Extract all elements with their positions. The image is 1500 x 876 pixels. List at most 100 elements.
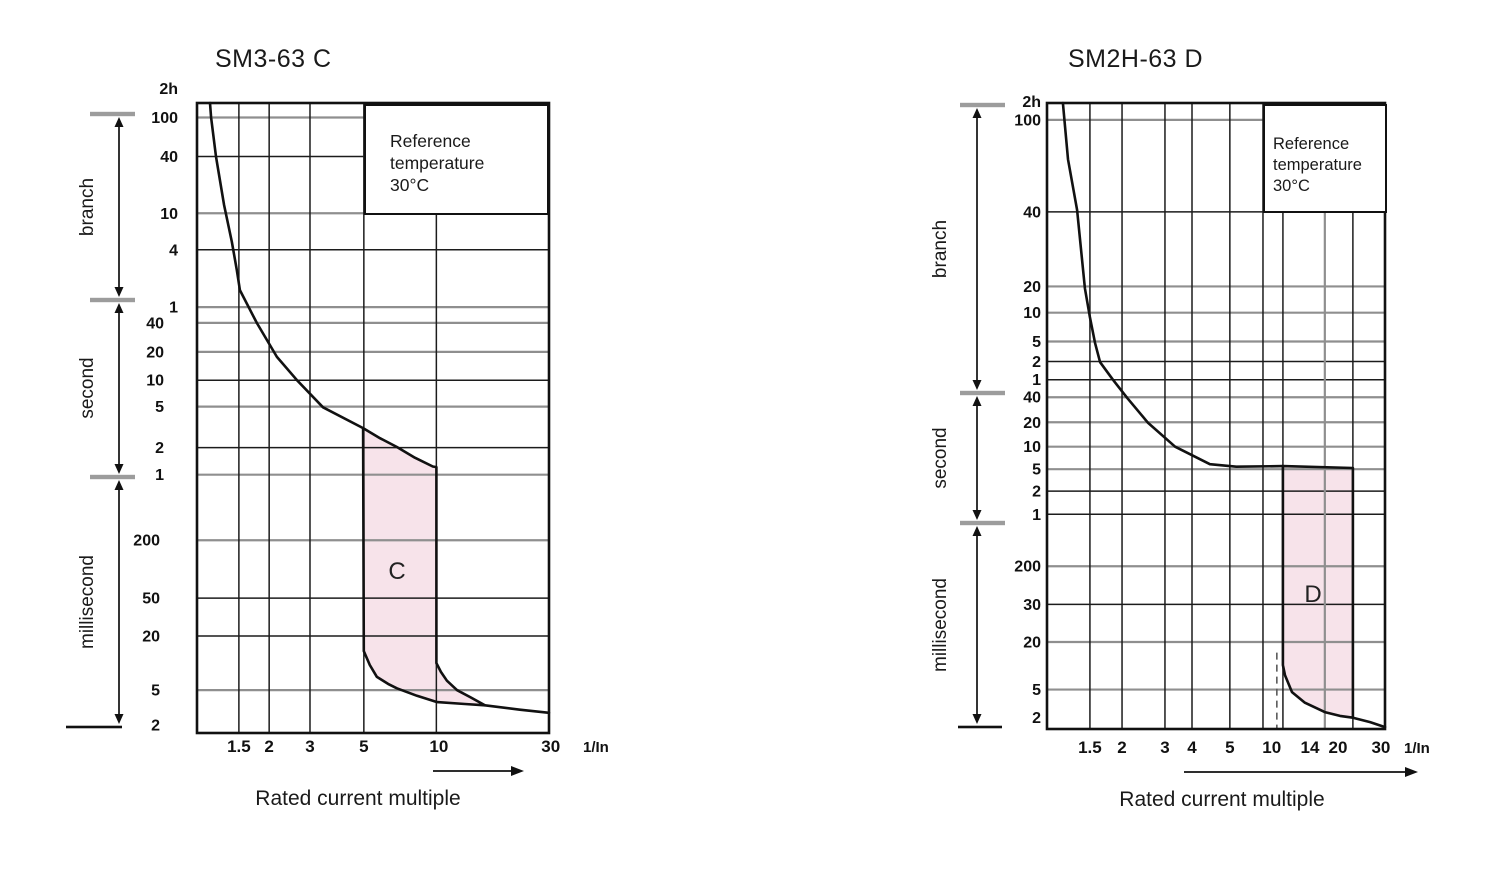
x-tick-label: 30 [1371, 738, 1390, 757]
x-tick-label: 2 [264, 737, 273, 756]
arrow-up-icon [972, 108, 982, 118]
trip-curve-plot: 100 40 10 4 1 40 20 10 5 2 1 200 50 20 5 2 2h 1.5 2 3 5 10 30 1… [66, 81, 609, 776]
y-tick-label: 20 [1023, 634, 1041, 651]
arrow-down-icon [972, 380, 982, 390]
reference-note-line: temperature [390, 153, 485, 173]
y-tick-label: 100 [1014, 112, 1041, 129]
reference-note: Reference temperature 30°C [364, 104, 549, 215]
time-section-tick [960, 390, 1005, 396]
y-tick-label: 40 [1023, 390, 1041, 407]
y-tick-label: 2 [1032, 484, 1041, 501]
chart-title: SM3-63 C [215, 45, 332, 73]
y-tick-label: 5 [151, 683, 160, 700]
reference-note-line: 30°C [390, 175, 430, 195]
time-axis-end-tick [958, 725, 1002, 729]
lower-trip-curve [1351, 716, 1387, 729]
x-axis-unit: 1/In [1404, 740, 1430, 757]
y-tick-label: 50 [142, 591, 160, 608]
time-section-tick [960, 102, 1005, 108]
arrow-up-icon [114, 117, 124, 127]
y-axis-top-label: 2h [159, 81, 178, 98]
x-tick-label: 20 [1329, 738, 1348, 757]
arrow-up-icon [972, 396, 982, 406]
x-tick-label: 4 [1187, 738, 1197, 757]
y-tick-label: 10 [1023, 305, 1041, 322]
upper-trip-curve [1061, 101, 1285, 469]
reference-note: Reference temperature 30°C [1263, 104, 1387, 213]
y-tick-label: 1 [155, 467, 164, 484]
trip-band-label: C [388, 558, 406, 585]
reference-note-line: 30°C [1273, 177, 1310, 195]
plot-border [1045, 101, 1387, 731]
y-tick-label: 5 [1032, 462, 1041, 479]
y-tick-label: 10 [1023, 439, 1041, 456]
y-tick-label: 20 [1023, 415, 1041, 432]
lower-trip-curve [483, 703, 551, 715]
x-tick-label: 1.5 [227, 737, 251, 756]
reference-note-line: Reference [1273, 135, 1350, 153]
x-axis-caption: Rated current multiple [255, 787, 461, 810]
arrow-down-icon [972, 714, 982, 724]
reference-note-line: temperature [1273, 156, 1362, 174]
arrow-right-icon [511, 766, 524, 776]
y-tick-label: 4 [169, 242, 178, 259]
y-tick-label: 200 [1014, 559, 1041, 576]
x-tick-label: 3 [1160, 738, 1169, 757]
y-tick-label: 5 [1032, 682, 1041, 699]
time-section-tick [90, 297, 135, 303]
y-tick-label: 20 [146, 344, 164, 361]
y-tick-label: 2 [151, 717, 160, 734]
time-section-tick [960, 520, 1005, 526]
x-axis-unit: 1/In [583, 739, 609, 756]
y-tick-label: 1 [169, 300, 178, 317]
arrow-up-icon [114, 303, 124, 313]
x-tick-label: 5 [1225, 738, 1234, 757]
y-tick-label: 40 [160, 149, 178, 166]
arrow-right-icon [1405, 767, 1418, 777]
x-tick-label: 3 [305, 737, 314, 756]
y-tick-label: 20 [1023, 279, 1041, 296]
reference-note-line: Reference [390, 131, 471, 151]
y-tick-label: 1 [1032, 372, 1041, 389]
y-tick-label: 2 [155, 440, 164, 457]
y-tick-label: 10 [160, 206, 178, 223]
time-axis-end-tick [66, 725, 122, 729]
x-tick-label: 1.5 [1078, 738, 1102, 757]
arrow-down-icon [972, 510, 982, 520]
chart-title: SM2H-63 D [1068, 45, 1204, 73]
trip-band-outline [1281, 464, 1355, 720]
y-tick-label: 40 [146, 315, 164, 332]
y-tick-label: 2 [1032, 710, 1041, 727]
x-tick-label: 10 [1262, 738, 1281, 757]
arrow-up-icon [114, 480, 124, 490]
x-tick-label: 10 [429, 737, 448, 756]
y-tick-label: 200 [133, 533, 160, 550]
x-axis-caption: Rated current multiple [1119, 788, 1325, 811]
time-section-tick [90, 111, 135, 117]
y-axis-top-label: 2h [1022, 94, 1041, 111]
y-tick-label: 100 [151, 110, 178, 127]
time-unit-label-branch: branch [930, 219, 951, 279]
y-tick-label: 10 [146, 373, 164, 390]
x-tick-label: 5 [359, 737, 368, 756]
trip-band-label: D [1304, 581, 1322, 608]
trip-band-outline [361, 426, 487, 707]
y-tick-label: 1 [1032, 507, 1041, 524]
time-section-tick [90, 474, 135, 480]
y-tick-label: 5 [155, 399, 164, 416]
y-tick-label: 40 [1023, 204, 1041, 221]
y-tick-label: 2 [1032, 354, 1041, 371]
x-tick-label: 30 [541, 737, 560, 756]
arrow-down-icon [114, 464, 124, 474]
y-tick-label: 5 [1032, 334, 1041, 351]
trip-band-fill [1282, 466, 1353, 718]
upper-trip-curve [208, 101, 365, 430]
arrow-down-icon [114, 287, 124, 297]
arrow-up-icon [972, 526, 982, 536]
arrow-down-icon [114, 714, 124, 724]
time-unit-label-millisecond: millisecond [930, 578, 951, 672]
y-tick-label: 30 [1023, 597, 1041, 614]
